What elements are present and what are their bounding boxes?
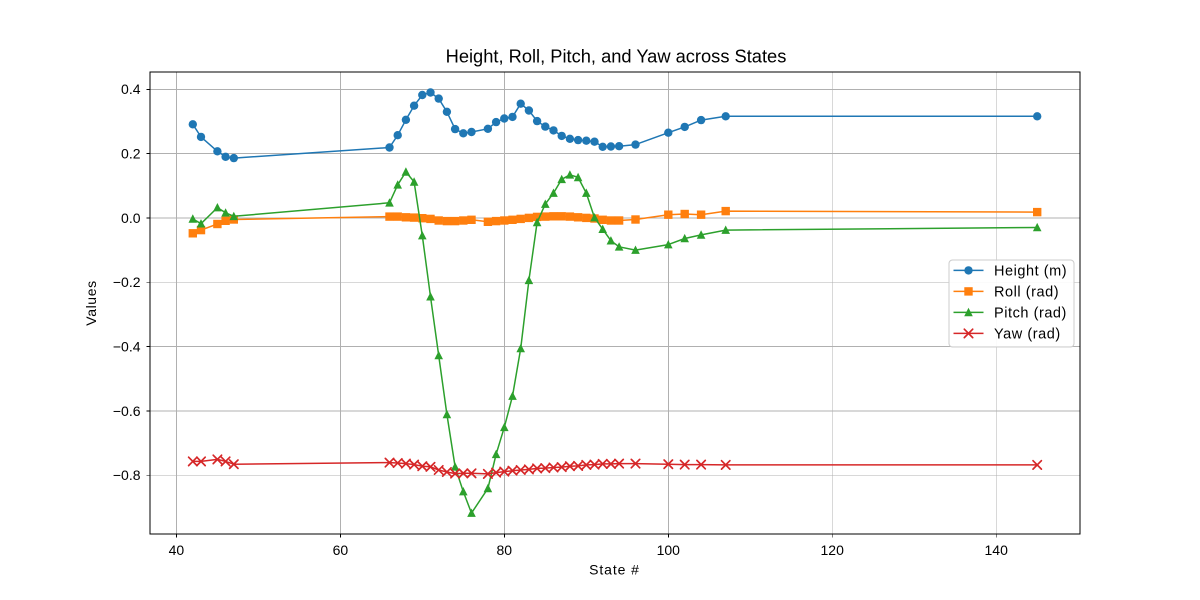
svg-text:80: 80	[497, 542, 513, 558]
svg-text:100: 100	[657, 542, 681, 558]
svg-text:−0.4: −0.4	[113, 338, 141, 354]
svg-text:−0.2: −0.2	[113, 274, 141, 290]
svg-text:Pitch (rad): Pitch (rad)	[994, 305, 1067, 321]
svg-text:Roll (rad): Roll (rad)	[994, 284, 1059, 300]
svg-text:Height (m): Height (m)	[994, 263, 1067, 279]
svg-text:120: 120	[821, 542, 845, 558]
svg-text:−0.6: −0.6	[113, 403, 141, 419]
svg-text:60: 60	[333, 542, 349, 558]
svg-text:−0.8: −0.8	[113, 467, 141, 483]
svg-text:140: 140	[985, 542, 1009, 558]
svg-text:Height, Roll, Pitch, and Yaw a: Height, Roll, Pitch, and Yaw across Stat…	[446, 46, 787, 67]
svg-text:Values: Values	[83, 280, 99, 325]
svg-text:State #: State #	[589, 562, 640, 578]
svg-text:0.4: 0.4	[121, 81, 141, 97]
svg-text:0.2: 0.2	[121, 146, 141, 162]
svg-text:40: 40	[169, 542, 185, 558]
svg-text:0.0: 0.0	[121, 210, 141, 226]
svg-text:Yaw (rad): Yaw (rad)	[994, 326, 1061, 342]
